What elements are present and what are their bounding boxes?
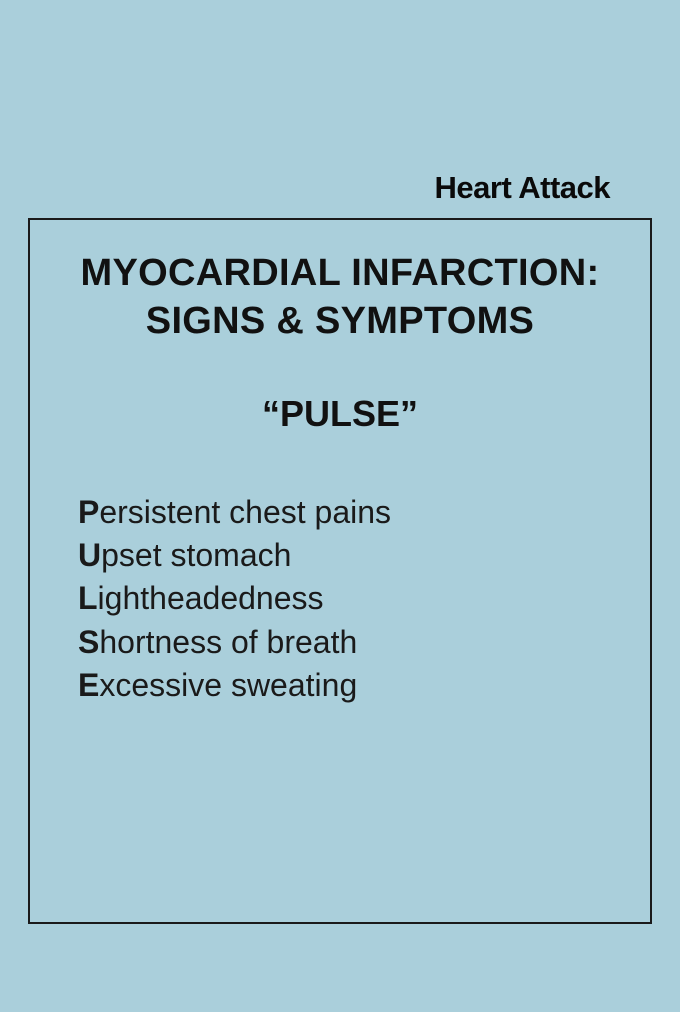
mnemonic-label: “PULSE” (58, 393, 622, 435)
acrostic-letter: L (78, 580, 98, 616)
item-text: pset stomach (101, 537, 291, 573)
symptom-list: Persistent chest pains Upset stomach Lig… (58, 491, 622, 707)
acrostic-letter: U (78, 537, 101, 573)
acrostic-letter: E (78, 667, 99, 703)
item-text: ightheadedness (98, 580, 324, 616)
list-item: Upset stomach (78, 534, 622, 577)
list-item: Excessive sweating (78, 664, 622, 707)
list-item: Lightheadedness (78, 577, 622, 620)
acrostic-letter: P (78, 494, 99, 530)
item-text: ersistent chest pains (99, 494, 391, 530)
title-line-2: SIGNS & SYMPTOMS (146, 300, 534, 342)
acrostic-letter: S (78, 624, 99, 660)
main-title: MYOCARDIAL INFARCTION: SIGNS & SYMPTOMS (58, 250, 622, 345)
list-item: Shortness of breath (78, 621, 622, 664)
item-text: xcessive sweating (99, 667, 357, 703)
content-box: MYOCARDIAL INFARCTION: SIGNS & SYMPTOMS … (28, 218, 652, 924)
header-label: Heart Attack (435, 170, 610, 206)
list-item: Persistent chest pains (78, 491, 622, 534)
item-text: hortness of breath (99, 624, 357, 660)
title-line-1: MYOCARDIAL INFARCTION: (81, 252, 600, 294)
